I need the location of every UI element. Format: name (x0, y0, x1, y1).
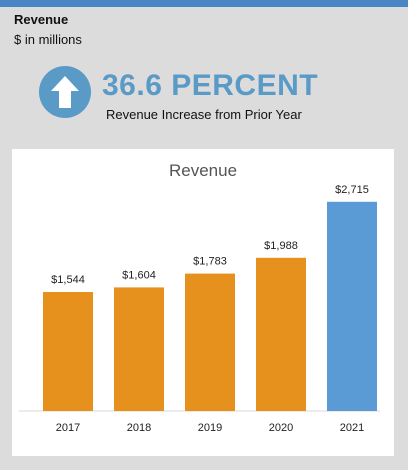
bar-2018 (114, 287, 164, 411)
x-tick-label-2020: 2020 (269, 422, 293, 434)
revenue-chart: Revenue $1,544 2017 $1,604 2018 $1,783 2019 $1… (12, 149, 394, 456)
x-tick-label-2019: 2019 (198, 422, 222, 434)
chart-title: Revenue (169, 161, 237, 180)
data-label-2021: $2,715 (335, 184, 369, 196)
data-label-2020: $1,988 (264, 240, 298, 252)
bottom-strip (0, 456, 408, 470)
x-tick-label-2018: 2018 (127, 422, 151, 434)
x-tick-label-2021: 2021 (340, 422, 364, 434)
x-tick-label-2017: 2017 (56, 422, 80, 434)
bar-2021 (327, 201, 377, 411)
data-label-2017: $1,544 (51, 274, 85, 286)
data-label-2019: $1,783 (193, 256, 227, 268)
kpi-caption: Revenue Increase from Prior Year (106, 107, 302, 122)
top-accent-bar (0, 0, 408, 7)
arrow-up-circle-icon (39, 66, 91, 118)
bar-2020 (256, 257, 306, 411)
page-subtitle: $ in millions (14, 32, 82, 47)
bar-2019 (185, 273, 235, 411)
data-label-2018: $1,604 (122, 269, 156, 281)
bar-2017 (43, 292, 93, 411)
kpi-value: 36.6 PERCENT (102, 69, 319, 102)
chart-canvas: Revenue $1,544 2017 $1,604 2018 $1,783 2019 $1… (19, 161, 380, 434)
page-title: Revenue (14, 12, 69, 27)
